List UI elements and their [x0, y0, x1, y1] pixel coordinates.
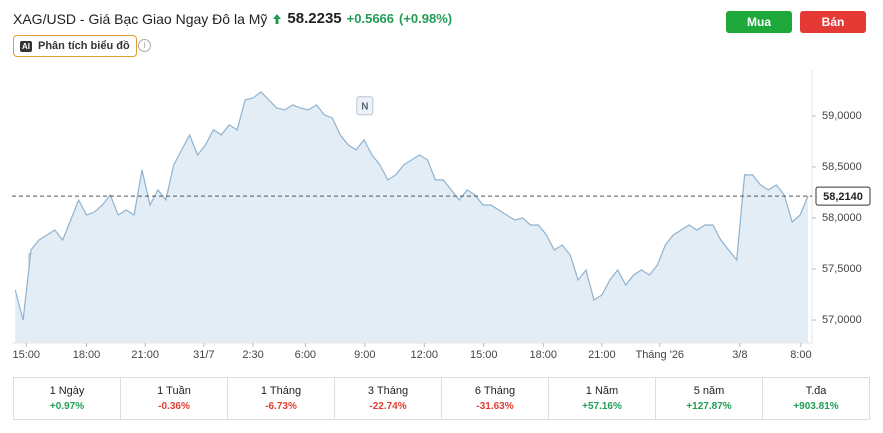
- x-tick-label: 2:30: [242, 349, 263, 361]
- buy-button[interactable]: Mua: [726, 11, 792, 33]
- price: 58.2235: [287, 10, 342, 27]
- period-label: T.đa: [805, 385, 827, 397]
- y-tick-label: 57,5000: [822, 263, 862, 275]
- period-cell[interactable]: 3 Tháng -22.74%: [335, 378, 442, 419]
- period-change: -31.63%: [476, 401, 514, 412]
- sell-button[interactable]: Bán: [800, 11, 866, 33]
- period-cell[interactable]: 5 năm +127.87%: [656, 378, 763, 419]
- x-tick-label: 8:00: [790, 349, 811, 361]
- x-tick-label: 21:00: [131, 349, 159, 361]
- period-change: -0.36%: [158, 401, 190, 412]
- x-tick-label: Tháng '26: [635, 349, 684, 361]
- period-label: 1 Tháng: [260, 385, 302, 397]
- x-tick-label: 15:00: [470, 349, 498, 361]
- period-change: +903.81%: [793, 401, 839, 412]
- period-change: +127.87%: [686, 401, 732, 412]
- period-label: 6 Tháng: [474, 385, 516, 397]
- annotation-text: N: [361, 101, 368, 112]
- x-tick-label: 15:00: [13, 349, 41, 361]
- x-tick-label: 18:00: [73, 349, 101, 361]
- x-tick-label: 12:00: [411, 349, 439, 361]
- period-change: -6.73%: [265, 401, 297, 412]
- period-cell[interactable]: 1 Tuần -0.36%: [121, 378, 228, 419]
- change: +0.5666: [346, 11, 395, 26]
- period-change: +57.16%: [582, 401, 622, 412]
- y-tick-label: 57,0000: [822, 314, 862, 326]
- x-tick-label: 6:00: [295, 349, 316, 361]
- period-cell[interactable]: 1 Năm +57.16%: [549, 378, 656, 419]
- x-tick-label: 31/7: [193, 349, 214, 361]
- current-price-label: 58,2140: [823, 191, 863, 203]
- period-label: 3 Tháng: [367, 385, 409, 397]
- title: XAG/USD - Giá Bạc Giao Ngay Đô la Mỹ: [13, 10, 268, 27]
- period-table: 1 Ngày +0.97% 1 Tuần -0.36% 1 Tháng -6.73% 3 T…: [13, 377, 870, 420]
- period-cell[interactable]: 1 Tháng -6.73%: [228, 378, 335, 419]
- line: [14, 91, 809, 321]
- ai-icon: AI: [20, 40, 32, 52]
- y-tick-label: 59,0000: [822, 110, 862, 122]
- period-cell[interactable]: T.đa +903.81%: [763, 378, 869, 419]
- period-cell[interactable]: 6 Tháng -31.63%: [442, 378, 549, 419]
- period-label: 1 Tuần: [157, 385, 191, 397]
- period-label: 1 Ngày: [49, 385, 85, 397]
- header: XAG/USD - Giá Bạc Giao Ngay Đô la Mỹ 58.…: [13, 10, 452, 27]
- period-label: 5 năm: [693, 385, 725, 397]
- x-tick-label: 18:00: [529, 349, 557, 361]
- y-tick-label: 58,0000: [822, 212, 862, 224]
- x-tick-label: 3/8: [732, 349, 747, 361]
- x-tick-label: 21:00: [588, 349, 616, 361]
- analysis-button[interactable]: AI Phân tích biểu đồ: [13, 35, 137, 57]
- change-percent: (+0.98%): [399, 11, 453, 26]
- period-label: 1 Năm: [585, 385, 619, 397]
- analysis-label: Phân tích biểu đồ: [38, 40, 130, 52]
- up-arrow: [273, 13, 282, 24]
- area: [15, 91, 809, 344]
- period-cell[interactable]: 1 Ngày +0.97%: [14, 378, 121, 419]
- period-change: +0.97%: [49, 401, 85, 412]
- y-tick-label: 58,5000: [822, 161, 862, 173]
- info-icon[interactable]: i: [138, 39, 151, 52]
- annotation-box: [356, 96, 374, 116]
- current-price-box: [815, 186, 871, 206]
- period-change: -22.74%: [369, 401, 407, 412]
- x-tick-label: 9:00: [354, 349, 375, 361]
